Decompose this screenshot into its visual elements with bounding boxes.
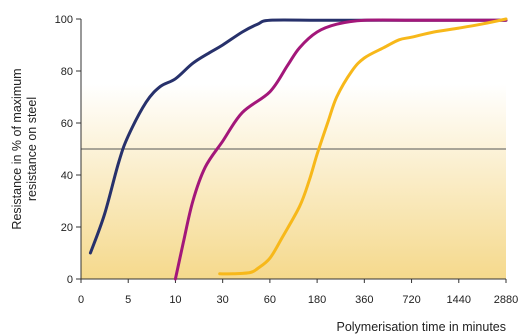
y-tick-label: 0 — [67, 274, 73, 286]
x-tick-label: 1440 — [447, 294, 471, 306]
y-axis-label-line1: Resistance in % of maximum — [10, 68, 24, 229]
y-tick-label: 80 — [61, 66, 73, 78]
x-axis-label: Polymerisation time in minutes — [336, 320, 506, 334]
x-tick-label: 360 — [355, 294, 373, 306]
x-tick-label: 60 — [264, 294, 276, 306]
y-tick-label: 40 — [61, 170, 73, 182]
x-tick-label: 180 — [308, 294, 326, 306]
x-tick-label: 10 — [169, 294, 181, 306]
x-tick-label: 2880 — [494, 294, 518, 306]
x-tick-label: 720 — [402, 294, 420, 306]
y-tick-label: 60 — [61, 118, 73, 130]
y-tick-label: 20 — [61, 222, 73, 234]
series-lines — [88, 17, 508, 281]
y-axis-label-line2: resistance on steel — [25, 97, 39, 201]
x-tick-label: 30 — [217, 294, 229, 306]
series-line-2 — [173, 18, 508, 281]
x-tick-label: 5 — [125, 294, 131, 306]
axes: 0 20 40 60 80 100 0 5 10 30 60 180 360 720 1440 2880 — [55, 14, 519, 306]
x-tick-label: 0 — [78, 294, 84, 306]
series-line-3 — [218, 17, 508, 276]
y-tick-label: 100 — [55, 14, 73, 26]
